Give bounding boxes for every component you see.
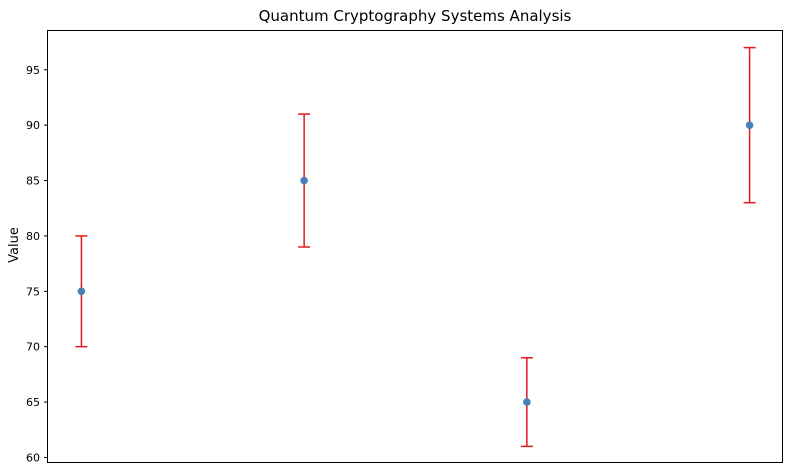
data-points bbox=[77, 121, 754, 406]
data-point bbox=[77, 287, 86, 296]
data-point bbox=[745, 121, 754, 129]
plot-area-frame bbox=[47, 30, 783, 463]
data-point bbox=[300, 176, 308, 185]
y-tick-label: 60 bbox=[26, 451, 40, 464]
y-tick-label: 85 bbox=[26, 175, 40, 188]
data-point bbox=[523, 398, 531, 406]
error-bars bbox=[75, 46, 756, 448]
y-tick-label: 90 bbox=[26, 119, 40, 132]
y-tick-label: 75 bbox=[26, 285, 40, 298]
chart-title: Quantum Cryptography Systems Analysis bbox=[259, 7, 572, 25]
y-axis-label: Value bbox=[7, 227, 22, 263]
y-tick-label: 95 bbox=[26, 64, 40, 77]
y-axis-ticks: 60 65 70 75 80 85 90 95 bbox=[26, 64, 48, 464]
y-tick-label: 65 bbox=[26, 396, 40, 409]
y-tick-label: 80 bbox=[26, 230, 40, 243]
y-tick-label: 70 bbox=[26, 341, 40, 354]
